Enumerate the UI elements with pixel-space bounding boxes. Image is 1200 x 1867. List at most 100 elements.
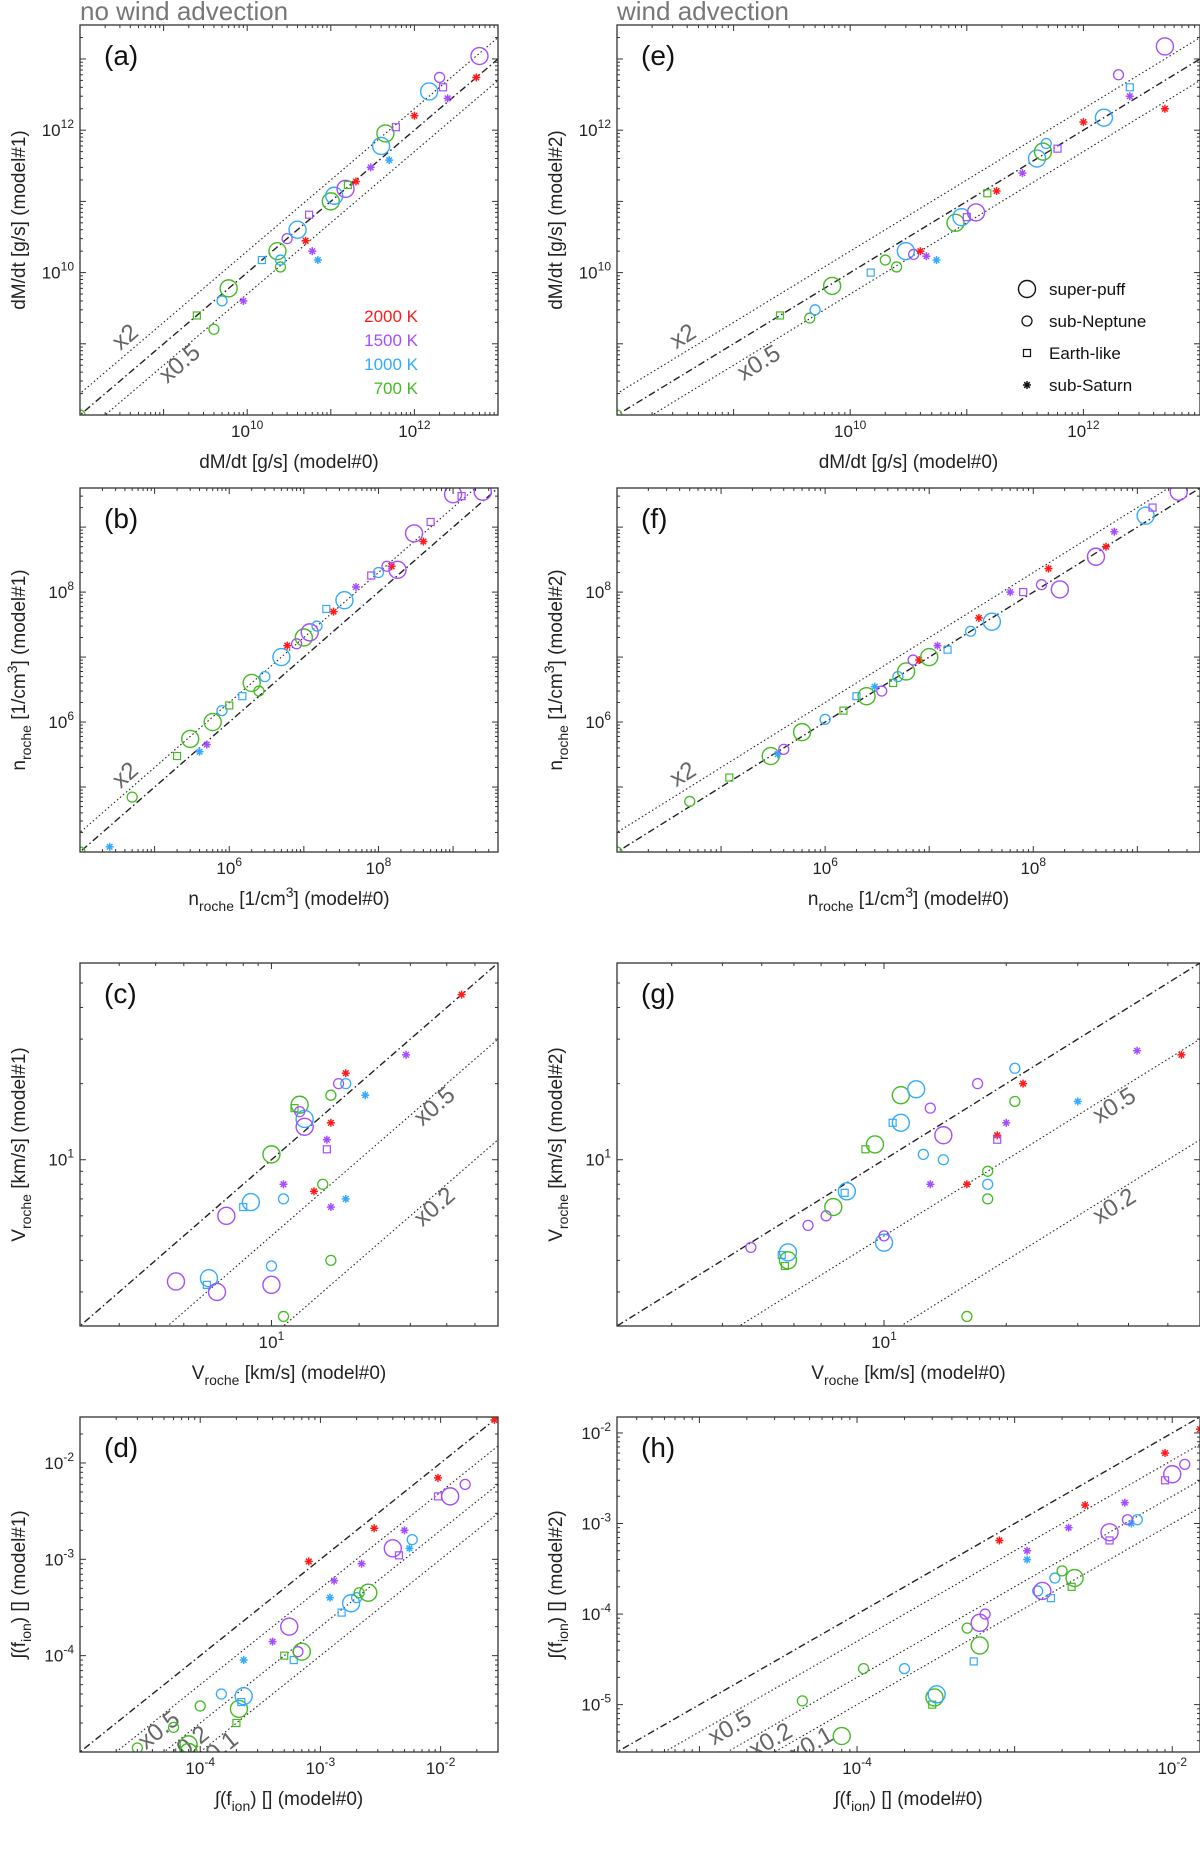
panel-label: (b) (104, 503, 138, 534)
data-point (934, 1126, 953, 1145)
ref-line-label: x2 (107, 319, 144, 356)
data-point (865, 1135, 885, 1154)
data-point (292, 1642, 312, 1661)
data-point (288, 220, 307, 239)
data-point (340, 1077, 352, 1090)
x-axis-label: dM/dt [g/s] (model#0) (819, 452, 999, 473)
data-point (1079, 118, 1088, 127)
y-tick-label: 10-3 (44, 1546, 74, 1569)
data-point (796, 1695, 809, 1707)
data-point (778, 743, 790, 756)
ref-line-label: x0.5 (1088, 1082, 1141, 1129)
data-point (1073, 1097, 1082, 1106)
ref-line (651, 79, 1200, 415)
y-axis-label: Vroche [km/s] (model#1) (9, 1047, 34, 1241)
data-point (361, 1091, 370, 1100)
header-right: wind advection (617, 0, 789, 26)
y-axis-label: dM/dt [g/s] (model#2) (546, 130, 567, 310)
data-point (1112, 69, 1125, 81)
ref-line (617, 1417, 1200, 1752)
data-point (1131, 1514, 1143, 1526)
data-point (906, 1080, 926, 1099)
y-tick-label: 10-2 (581, 1420, 611, 1443)
y-axis-label: ∫(fion) [] (model#2) (546, 1510, 571, 1659)
data-point (376, 124, 395, 143)
data-point (426, 517, 435, 527)
data-point (916, 247, 925, 256)
legend-temp-700k: 700 K (374, 379, 419, 398)
data-point (1033, 1581, 1052, 1601)
data-point (970, 1613, 989, 1633)
ref-line-label: x0.5 (154, 339, 206, 389)
data-point (325, 1593, 334, 1602)
data-point (351, 177, 360, 186)
data-point (898, 1662, 911, 1675)
legend-sub-neptune: sub-Neptune (1021, 312, 1146, 331)
data-point (394, 1551, 404, 1560)
data-point (982, 1178, 994, 1190)
data-point (937, 1154, 950, 1166)
data-point (879, 254, 891, 266)
data-point (995, 1536, 1004, 1545)
data-point (470, 46, 489, 66)
axes-frame (616, 962, 1200, 1327)
data-point (1035, 579, 1048, 591)
data-point (1125, 92, 1134, 101)
data-point (1196, 1425, 1200, 1434)
panel-f: x2 106 108 106 108 nroche [1/cm3] (model#0) nr… (541, 487, 1200, 914)
x-tick-label: 108 (1020, 855, 1046, 878)
y-tick-label: 10-5 (581, 1692, 611, 1715)
data-point (372, 566, 385, 579)
legend-sub-saturn: sub-Saturn (1023, 376, 1132, 395)
y-tick-label: 10-2 (44, 1450, 74, 1473)
data-point (181, 729, 200, 749)
y-tick-label: 1010 (579, 260, 612, 283)
data-point (172, 751, 182, 761)
x-tick-label: 108 (366, 855, 392, 878)
data-point (1044, 564, 1053, 573)
data-point (216, 295, 228, 307)
data-point (804, 312, 816, 324)
ref-line (738, 1038, 1200, 1326)
data-point (1121, 1514, 1134, 1526)
data-point (126, 791, 138, 803)
legend-label: super-puff (1049, 280, 1126, 299)
x-tick-label: 10-2 (426, 1755, 456, 1778)
data-point (325, 186, 344, 205)
data-point (241, 1192, 261, 1212)
axes-frame (616, 487, 1200, 853)
panel-label: (f) (641, 503, 667, 534)
data-point (322, 604, 331, 614)
data-point (326, 1118, 335, 1127)
data-point (202, 740, 211, 749)
data-point (105, 842, 114, 851)
legend-label: sub-Neptune (1049, 312, 1146, 331)
data-point (290, 638, 303, 650)
panel-label: (g) (641, 978, 675, 1009)
data-point (792, 722, 812, 742)
data-point (933, 641, 942, 650)
x-tick-label: 10-4 (842, 1755, 872, 1778)
data-point (352, 582, 361, 591)
data-point (207, 1282, 227, 1302)
y-tick-label: 108 (48, 579, 74, 602)
data-point (383, 1539, 403, 1558)
data-point (778, 1243, 798, 1262)
data-point (1053, 144, 1062, 153)
x-tick-label: 10-4 (185, 1755, 215, 1778)
data-point (262, 1275, 281, 1295)
data-point (1032, 1585, 1044, 1597)
y-tick-label: 101 (585, 1147, 611, 1170)
data-point (964, 625, 977, 637)
plot-area: x2 (617, 488, 1200, 852)
data-point (419, 537, 428, 546)
y-tick-label: 101 (48, 1147, 74, 1170)
data-point (983, 189, 992, 198)
data-point (290, 1095, 309, 1114)
ref-line (617, 488, 1170, 834)
ref-line (80, 36, 498, 395)
panel-g: x0.5 x0.2 101 101 Vroche [km/s] (model#0) Vro… (546, 962, 1200, 1388)
data-point (259, 670, 271, 683)
data-point (167, 1721, 180, 1734)
data-point (891, 1086, 911, 1105)
